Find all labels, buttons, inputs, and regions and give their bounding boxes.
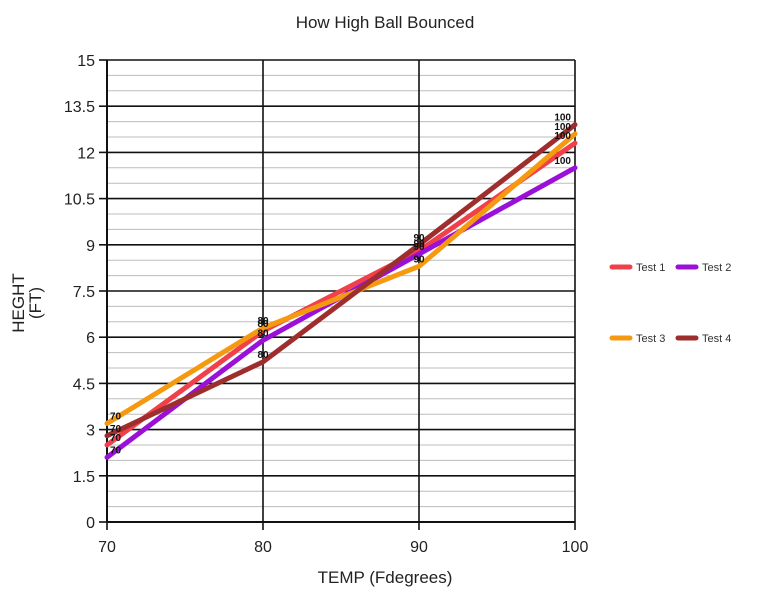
- data-label-test-4: 100: [554, 113, 571, 124]
- data-label-test-3: 80: [257, 316, 269, 327]
- legend-item-test-1: Test 1: [609, 262, 665, 274]
- data-label-test-3: 90: [413, 254, 425, 265]
- data-label-test-4: 80: [257, 350, 269, 361]
- y-tick-label: 12: [77, 145, 95, 162]
- legend-label: Test 2: [702, 262, 731, 274]
- data-label-test-2: 70: [110, 445, 122, 456]
- legend-item-test-3: Test 3: [609, 333, 665, 345]
- y-tick-label: 1.5: [73, 469, 95, 486]
- data-label-test-2: 80: [257, 328, 269, 339]
- legend-label: Test 1: [636, 262, 665, 274]
- data-series: [104, 122, 578, 460]
- legend-label: Test 3: [636, 333, 665, 345]
- chart-title: How High Ball Bounced: [296, 13, 475, 32]
- data-label-test-1: 90: [413, 239, 425, 250]
- x-axis-title: TEMP (Fdegrees): [318, 568, 453, 587]
- data-label-test-2: 100: [554, 156, 571, 167]
- y-axis-title-line-1: HEGHT: [9, 273, 28, 333]
- y-tick-label: 4.5: [73, 376, 95, 393]
- data-label-test-1: 80: [257, 319, 269, 330]
- y-tick-label: 10.5: [64, 192, 95, 209]
- y-tick-label: 3: [86, 423, 95, 440]
- y-tick-label: 7.5: [73, 284, 95, 301]
- data-label-test-3: 70: [110, 411, 122, 422]
- data-label-test-4: 90: [413, 233, 425, 244]
- series-line-test-1: [104, 140, 578, 448]
- y-axis-title: HEGHT (FT): [9, 273, 45, 333]
- x-tick-label: 80: [254, 539, 272, 556]
- y-tick-label: 6: [86, 330, 95, 347]
- series-line-test-3: [104, 131, 578, 426]
- data-label-test-4: 70: [110, 424, 122, 435]
- x-tick-label: 100: [562, 539, 589, 556]
- y-axis-ticks: 0 1.5 3 4.5 6 7.5 9 10.5 12 13.5 15: [64, 53, 107, 532]
- x-tick-label: 70: [98, 539, 116, 556]
- y-tick-label: 0: [86, 515, 95, 532]
- x-tick-label: 90: [410, 539, 428, 556]
- y-tick-label: 15: [77, 53, 95, 70]
- y-axis-title-line-2: (FT): [26, 287, 45, 319]
- y-tick-label: 9: [86, 238, 95, 255]
- legend-label: Test 4: [702, 333, 731, 345]
- y-tick-label: 13.5: [64, 99, 95, 116]
- data-label-test-2: 90: [413, 242, 425, 253]
- x-axis-ticks: 70 80 90 100: [98, 522, 588, 556]
- legend-item-test-2: Test 2: [675, 262, 731, 274]
- data-label-test-1: 70: [110, 433, 122, 444]
- legend-item-test-4: Test 4: [675, 333, 731, 345]
- data-label-test-3: 100: [554, 122, 571, 133]
- legend: Test 1 Test 2 Test 3 Test 4: [609, 262, 731, 345]
- series-line-test-4: [104, 122, 578, 439]
- data-label-test-1: 100: [554, 131, 571, 142]
